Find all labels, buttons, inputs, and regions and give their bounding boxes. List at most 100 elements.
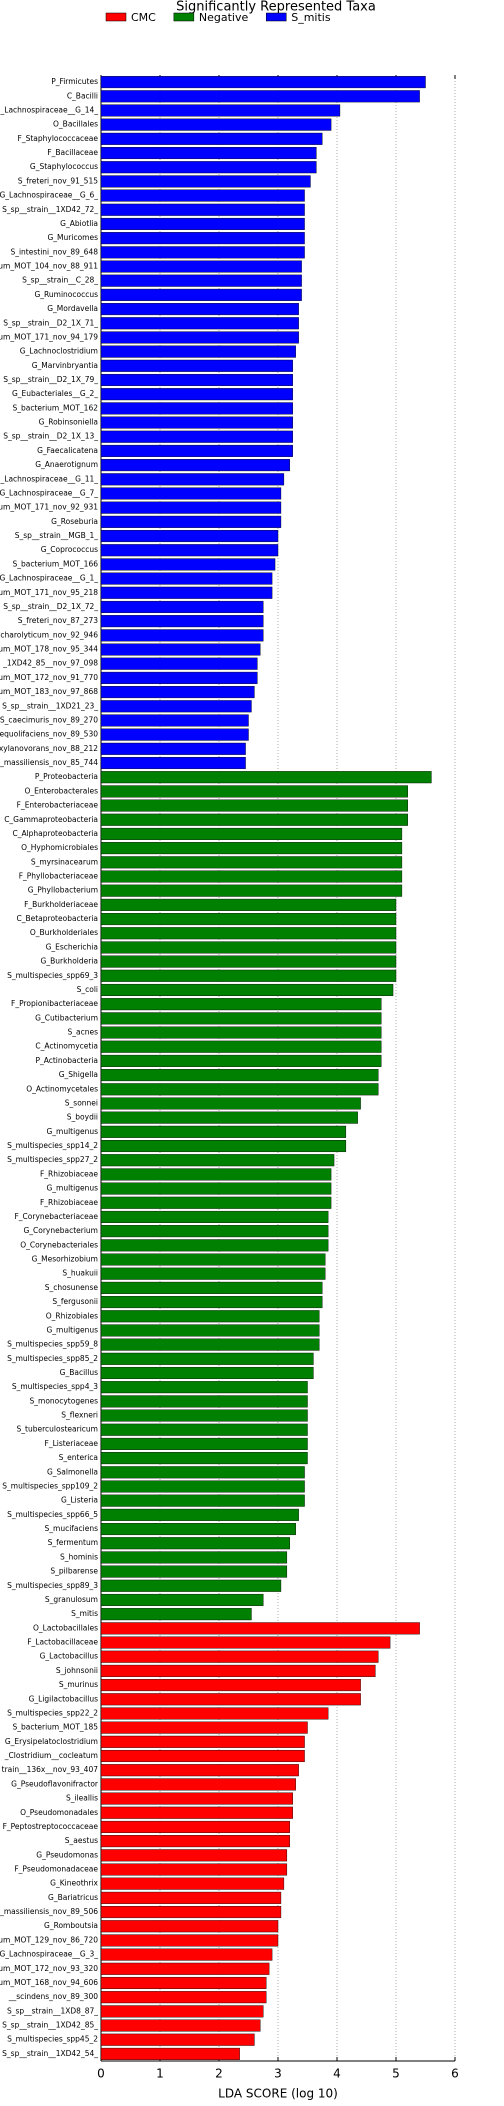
- category-label: F_Staphylococcaceae: [18, 134, 99, 143]
- bar: [100, 331, 299, 344]
- category-label: F_Corynebacteriaceae: [14, 1212, 98, 1221]
- bar: [100, 799, 408, 812]
- bar: [100, 1423, 308, 1436]
- bar: [100, 955, 397, 968]
- bar: [100, 1735, 305, 1748]
- category-label: P_Proteobacteria: [35, 772, 98, 781]
- bar: [100, 1920, 279, 1933]
- bar: [100, 544, 279, 557]
- category-label: G_Lachnospiraceae__G_3_: [0, 1950, 98, 1959]
- bar: [100, 1764, 299, 1777]
- category-label: G_Burkholderia: [41, 957, 98, 966]
- bar: [100, 1707, 329, 1720]
- category-label: S_ileallis: [66, 1794, 98, 1803]
- bar: [100, 1196, 332, 1209]
- bar: [100, 1622, 420, 1635]
- category-label: O_Rhizobiales: [46, 1311, 98, 1320]
- bar: [100, 1679, 361, 1692]
- bar: [100, 870, 403, 883]
- bar: [100, 430, 293, 443]
- category-label: S_bacterium_MOT_185: [12, 1723, 98, 1732]
- bar: [100, 884, 403, 897]
- bar: [100, 1366, 314, 1380]
- category-label: __scindens_nov_89_300: [8, 1992, 99, 2001]
- bar: [100, 1083, 379, 1096]
- category-label: S_fermentum: [48, 1538, 98, 1547]
- bar: [100, 246, 305, 259]
- bar: [100, 1650, 379, 1663]
- bar: [100, 1239, 329, 1252]
- bar: [100, 1877, 285, 1890]
- bar: [100, 402, 293, 415]
- bar: [100, 1140, 347, 1153]
- bar: [100, 1664, 376, 1677]
- category-label: G_Corynebacterium: [23, 1226, 98, 1235]
- bar: [100, 118, 332, 131]
- category-label: O_Burkholderiales: [30, 928, 98, 937]
- category-label: _Lachnospiraceae__G_14_: [0, 105, 98, 114]
- bar: [100, 1551, 288, 1564]
- category-label: S_sp__strain__D2_1X_72_: [3, 602, 98, 611]
- legend-label: Negative: [199, 11, 249, 24]
- category-label: S_pilbarense: [50, 1567, 98, 1576]
- category-label: _Lachnospiraceae__G_11_: [0, 474, 98, 483]
- category-label: S_mitis: [71, 1609, 98, 1618]
- bar: [100, 1253, 326, 1266]
- bar: [100, 317, 299, 330]
- category-label: um_MOT_178_nov_95_344: [0, 645, 98, 654]
- category-label: S_flexneri: [61, 1411, 98, 1420]
- bar: [100, 2019, 261, 2032]
- bar: [100, 2047, 240, 2060]
- category-label: um_MOT_183_nov_97_868: [0, 687, 98, 696]
- bar: [100, 1565, 288, 1578]
- bar: [100, 1593, 264, 1606]
- category-label: xylanovorans_nov_88_212: [0, 744, 98, 753]
- category-label: S_fergusonii: [52, 1297, 98, 1306]
- category-label: G_Eubacteriales__G_2_: [12, 389, 98, 398]
- category-label: G_Roseburia: [51, 517, 98, 526]
- bar: [100, 1863, 288, 1876]
- bar: [100, 813, 408, 826]
- bar: [100, 1806, 293, 1819]
- bar: [100, 969, 397, 982]
- bar: [100, 1891, 282, 1904]
- bar: [100, 686, 255, 699]
- category-label: S_multispecies_spp69_3: [7, 971, 98, 980]
- category-label: S_boydii: [67, 1113, 98, 1122]
- bar: [100, 1523, 296, 1536]
- category-label: O_Corynebacteriales: [20, 1240, 98, 1249]
- bar: [100, 515, 282, 528]
- category-label: um_MOT_168_nov_94_606: [0, 1978, 98, 1987]
- category-label: F_Enterobacteriaceae: [17, 801, 99, 810]
- bar: [100, 771, 432, 784]
- category-label: S_sp__strain__1XD8_87_: [7, 2006, 98, 2015]
- bar: [100, 444, 293, 457]
- bar: [100, 1537, 291, 1550]
- category-label: S_multispecies_spp66_5: [7, 1510, 98, 1519]
- category-label: F_Propionibacteriaceae: [11, 999, 98, 1008]
- bar: [100, 1962, 270, 1975]
- bar: [100, 1395, 308, 1408]
- bar: [100, 2033, 255, 2046]
- category-label: S_sp__strain__1XD21_23_: [2, 701, 98, 710]
- bar: [100, 416, 293, 429]
- bar: [100, 898, 397, 911]
- category-label: C_Actinomycetia: [35, 1042, 98, 1051]
- category-label: S_multispecies_spp4_3: [12, 1382, 98, 1391]
- bar: [100, 1778, 296, 1791]
- category-label: um_MOT_129_nov_86_720: [0, 1935, 98, 1944]
- bar: [100, 842, 403, 855]
- category-label: S_coli: [77, 985, 98, 994]
- category-label: _massiliensis_nov_85_744: [0, 758, 98, 767]
- category-label: G_Erysipelatoclostridium: [5, 1737, 98, 1746]
- bar: [100, 90, 420, 103]
- category-label: S_hominis: [60, 1552, 98, 1561]
- category-label: S_intestini_nov_89_648: [10, 247, 98, 256]
- category-label: S_murinus: [59, 1680, 98, 1689]
- bar: [100, 927, 397, 940]
- category-label: G_Lachnospiraceae__G_7_: [0, 488, 98, 497]
- bar: [100, 983, 394, 996]
- category-label: G_Escherichia: [46, 942, 98, 951]
- category-label: F_Bacillaceae: [47, 148, 98, 157]
